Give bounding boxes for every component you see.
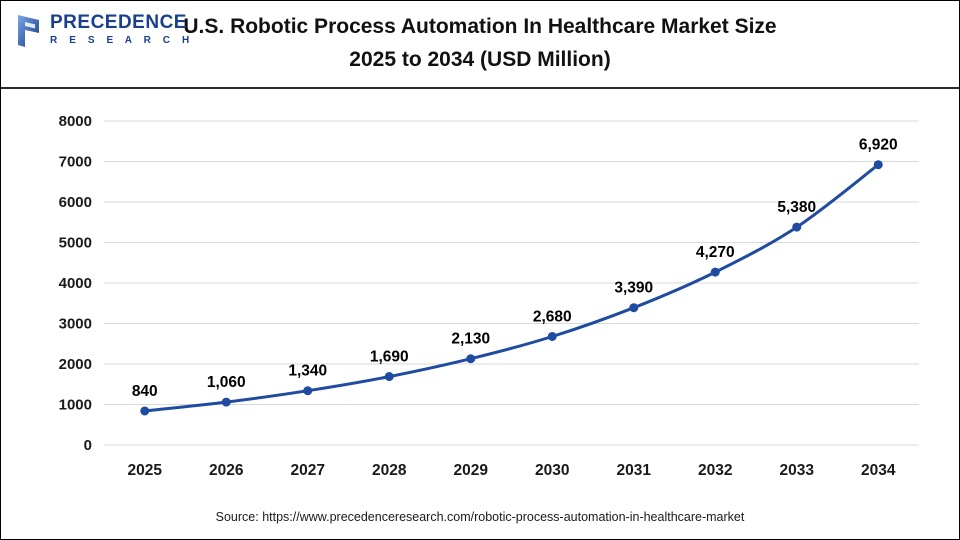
y-tick-label: 5000: [59, 235, 92, 252]
trend-line: [144, 163, 880, 413]
y-tick-label: 0: [84, 437, 92, 454]
chart-area: 0 1000 2000 3000 4000 5000 6000 7000 8000 2025 202…: [1, 89, 959, 508]
data-label: 1,060: [207, 374, 246, 391]
logo-text: PRECEDENCE R E S E A R C H: [50, 13, 194, 46]
data-point: [547, 331, 557, 341]
data-label: 1,340: [288, 363, 327, 380]
data-point: [873, 160, 883, 170]
precedence-research-logo: PRECEDENCE R E S E A R C H: [15, 13, 194, 49]
chart-title-line-2: 2025 to 2034 (USD Million): [349, 48, 611, 71]
x-tick-label: 2033: [780, 462, 815, 479]
data-point: [303, 386, 313, 396]
x-tick-label: 2034: [861, 462, 896, 479]
logo-name: PRECEDENCE: [50, 12, 187, 33]
data-label: 1,690: [370, 349, 409, 366]
x-tick-label: 2032: [698, 462, 732, 479]
x-tick-label: 2026: [209, 462, 244, 479]
chart-title: U.S. Robotic Process Automation In Healt…: [183, 11, 776, 76]
x-tick-label: 2029: [454, 462, 489, 479]
y-tick-label: 8000: [59, 113, 92, 130]
y-tick-label: 4000: [59, 275, 92, 292]
logo-subtitle: R E S E A R C H: [50, 35, 194, 46]
x-tick-label: 2027: [291, 462, 325, 479]
x-tick-label: 2025: [128, 462, 163, 479]
data-label: 6,920: [859, 137, 898, 154]
y-tick-label: 1000: [59, 397, 92, 414]
data-point: [629, 303, 639, 313]
data-point: [140, 406, 150, 416]
data-label: 4,270: [696, 244, 735, 261]
y-tick-label: 2000: [59, 356, 92, 373]
y-tick-label: 6000: [59, 194, 92, 211]
data-point: [384, 372, 394, 382]
data-label: 5,380: [777, 199, 816, 216]
data-point: [466, 354, 476, 364]
logo-icon: [18, 15, 39, 47]
y-tick-label: 3000: [59, 316, 92, 333]
data-label: 840: [132, 383, 158, 400]
data-point: [710, 267, 720, 277]
x-tick-label: 2031: [617, 462, 652, 479]
data-point: [221, 397, 231, 407]
chart-title-line-1: U.S. Robotic Process Automation In Healt…: [183, 15, 777, 39]
data-label: 3,390: [614, 280, 653, 297]
data-label: 2,130: [451, 331, 490, 348]
y-tick-label: 7000: [59, 154, 92, 171]
data-label: 2,680: [533, 308, 572, 325]
chart-header: PRECEDENCE R E S E A R C H U.S. Robotic …: [1, 1, 959, 89]
source-text: Source: https://www.precedenceresearch.c…: [215, 510, 745, 524]
source-line: Source: https://www.precedenceresearch.c…: [1, 508, 959, 539]
x-tick-label: 2030: [535, 462, 569, 479]
x-tick-label: 2028: [372, 462, 407, 479]
line-chart: 0 1000 2000 3000 4000 5000 6000 7000 8000 2025 202…: [59, 113, 919, 479]
data-point: [792, 222, 802, 232]
